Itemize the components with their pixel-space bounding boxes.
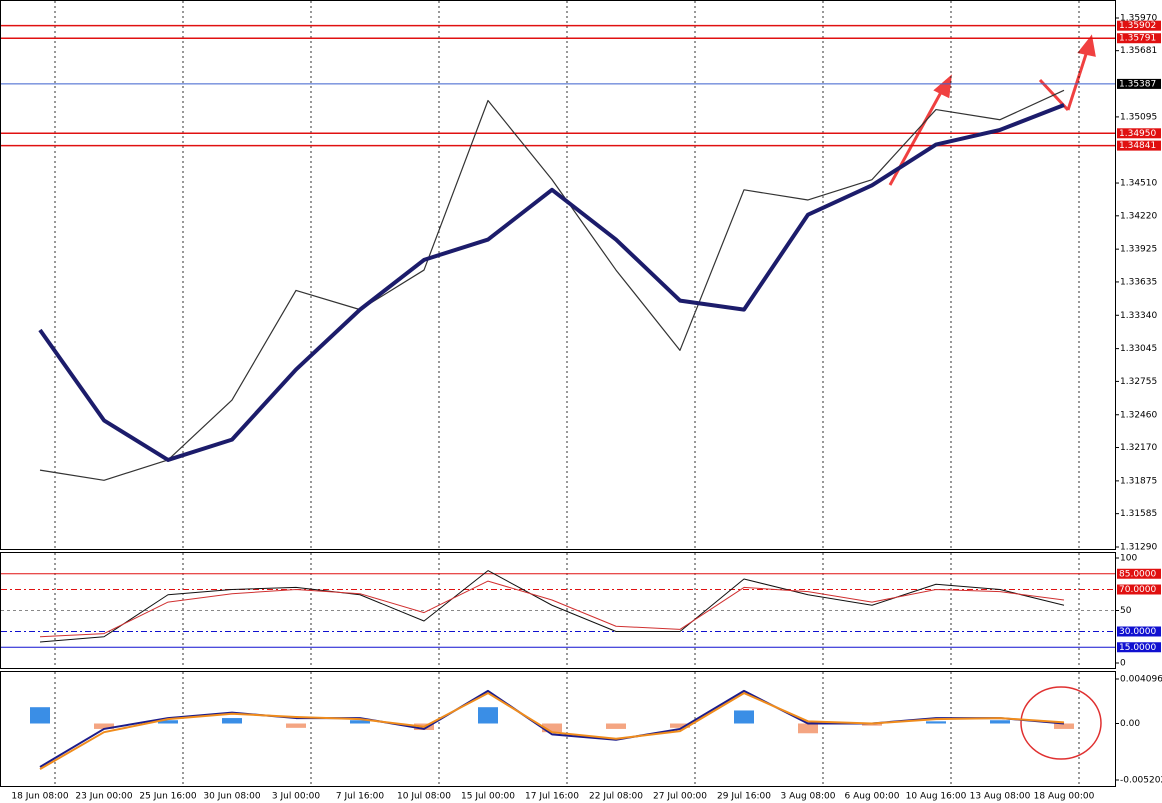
x-tick-label: 27 Jul 00:00 (653, 792, 707, 802)
level-label-box (1117, 626, 1161, 637)
y-tick-label: 0.0040965 (1120, 675, 1162, 685)
histogram-bar (734, 710, 754, 724)
highlight-circle (1020, 686, 1102, 760)
level-label-box (1117, 33, 1161, 44)
x-tick-label: 10 Aug 16:00 (906, 792, 967, 802)
y-tick-label: 0 (1120, 659, 1126, 669)
x-tick-label: 30 Jun 08:00 (203, 792, 260, 802)
histogram-bar (542, 723, 562, 733)
x-tick-label: 18 Jun 08:00 (11, 792, 68, 802)
level-label: 1.35902 (1119, 21, 1156, 31)
x-tick-label: 25 Jun 16:00 (139, 792, 196, 802)
level-label: 1.34841 (1119, 141, 1156, 151)
y-tick-label: 50 (1120, 606, 1132, 616)
y-tick-label: 1.32755 (1120, 377, 1157, 387)
series-line (39, 89, 1065, 481)
series-line (38, 103, 1065, 462)
level-label: 85.0000 (1119, 569, 1156, 579)
x-tick-label: 3 Jul 00:00 (272, 792, 321, 802)
histogram-bar (1054, 723, 1074, 729)
y-tick-label: 100 (1120, 554, 1137, 564)
y-tick-label: 1.33635 (1120, 277, 1157, 287)
x-tick-label: 13 Aug 08:00 (970, 792, 1031, 802)
level-label: 70.0000 (1119, 585, 1156, 595)
series-line (39, 580, 1065, 638)
histogram-bar (222, 718, 242, 724)
level-label-box (1117, 20, 1161, 31)
level-label-box (1117, 140, 1161, 151)
x-tick-label: 10 Jul 08:00 (397, 792, 451, 802)
histogram-bar (30, 707, 50, 724)
y-tick-label: -0.005202 (1120, 776, 1162, 786)
main-frame (0, 0, 1116, 550)
level-label-box (1117, 642, 1161, 653)
x-tick-label: 22 Jul 08:00 (589, 792, 643, 802)
level-label: 15.0000 (1119, 643, 1156, 653)
histogram-bar (798, 723, 818, 734)
y-tick-label: 1.33045 (1120, 344, 1157, 354)
histogram-bar (990, 720, 1010, 724)
level-label-box (1117, 128, 1161, 139)
histogram-bar (94, 723, 114, 729)
y-tick-label: 1.35681 (1120, 46, 1157, 56)
histogram-bar (926, 721, 946, 724)
x-tick-label: 18 Aug 00:00 (1034, 792, 1095, 802)
x-tick-label: 29 Jul 16:00 (717, 792, 771, 802)
level-label: 30.0000 (1119, 627, 1156, 637)
level-label-box (1117, 78, 1161, 89)
histogram-bar (862, 723, 882, 726)
y-tick-label: 1.34220 (1120, 211, 1157, 221)
level-label: 1.35387 (1119, 79, 1156, 89)
histogram-bar (478, 707, 498, 724)
level-label-box (1117, 568, 1161, 579)
histogram-bar (350, 720, 370, 724)
macd-frame (0, 671, 1116, 787)
histogram-bar (158, 720, 178, 724)
y-tick-label: 1.35095 (1120, 112, 1157, 122)
histogram-bar (286, 723, 306, 728)
y-tick-label: 1.31585 (1120, 509, 1157, 519)
histogram-bar (670, 723, 690, 728)
level-label-box (1117, 584, 1161, 595)
x-tick-label: 6 Aug 00:00 (845, 792, 900, 802)
series-line (39, 692, 1065, 770)
histogram-bar (606, 723, 626, 729)
x-tick-label: 17 Jul 16:00 (525, 792, 579, 802)
y-tick-label: 1.35970 (1120, 14, 1157, 24)
x-tick-label: 7 Jul 16:00 (336, 792, 385, 802)
x-tick-label: 23 Jun 00:00 (75, 792, 132, 802)
y-tick-label: 1.31875 (1120, 476, 1157, 486)
level-label: 1.35791 (1119, 34, 1156, 44)
y-tick-label: 1.33340 (1120, 311, 1157, 321)
x-tick-label: 15 Jul 00:00 (461, 792, 515, 802)
y-tick-label: 1.32170 (1120, 443, 1157, 453)
y-tick-label: 0.00 (1120, 719, 1140, 729)
level-label: 1.34950 (1119, 129, 1156, 139)
x-tick-label: 3 Aug 08:00 (781, 792, 836, 802)
y-tick-label: 1.33925 (1120, 245, 1157, 255)
y-tick-label: 1.32460 (1120, 410, 1157, 420)
y-tick-label: 1.31290 (1120, 543, 1157, 553)
y-tick-label: 1.34510 (1120, 179, 1157, 189)
